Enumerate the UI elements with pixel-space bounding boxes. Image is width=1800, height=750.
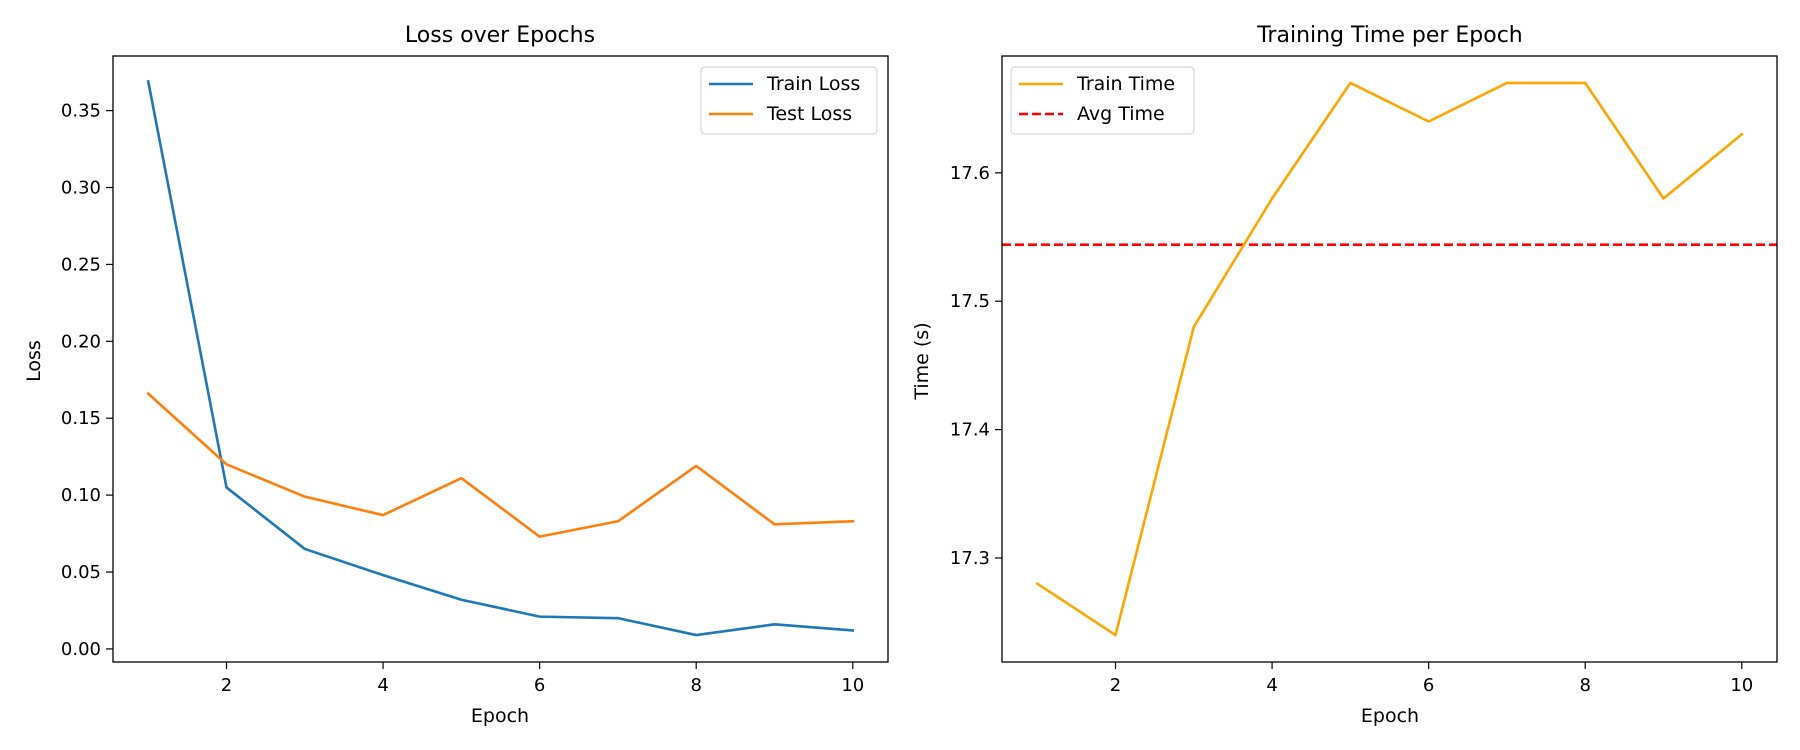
time-chart-frame	[1001, 55, 1778, 663]
loss-x-tick-label: 4	[377, 675, 388, 696]
time-y-tick-label: 17.3	[950, 548, 990, 569]
loss-x-tick-label: 10	[841, 675, 864, 696]
time-y-tick-label: 17.6	[950, 163, 990, 184]
loss-y-tick-label: 0.30	[61, 178, 101, 199]
time-chart: Training Time per Epoch Epoch Time (s) 2…	[911, 23, 1778, 727]
loss-plot-area	[146, 79, 855, 637]
loss-y-tick-label: 0.05	[61, 562, 101, 583]
time-x-tick-label: 2	[1110, 675, 1121, 696]
legend-label-avg-time: Avg Time	[1077, 103, 1165, 125]
time-chart-xlabel: Epoch	[1361, 705, 1419, 727]
loss-chart: Loss over Epochs Epoch Loss 2 4 6 8 10 0.00 0.…	[23, 23, 889, 727]
time-x-tick-label: 4	[1266, 675, 1277, 696]
loss-y-tick-label: 0.25	[61, 254, 101, 275]
loss-chart-xlabel: Epoch	[471, 705, 529, 727]
loss-y-tick-label: 0.00	[61, 639, 101, 660]
loss-y-tick-label: 0.10	[61, 485, 101, 506]
time-chart-ylabel: Time (s)	[911, 322, 933, 400]
loss-chart-frame	[112, 55, 889, 663]
loss-chart-legend: Train Loss Test Loss	[700, 66, 878, 135]
loss-chart-ylabel: Loss	[23, 340, 45, 382]
time-chart-legend: Train Time Avg Time	[1010, 66, 1195, 135]
time-y-tick-label: 17.5	[950, 291, 990, 312]
loss-x-tick-label: 2	[221, 675, 232, 696]
series-line-train-time	[1035, 81, 1744, 637]
time-chart-marks: 2 4 6 8 10 17.3 17.4 17.5 17.6	[950, 81, 1777, 696]
loss-y-tick-label: 0.35	[61, 101, 101, 122]
legend-label-train-loss: Train Loss	[766, 73, 860, 95]
loss-chart-title: Loss over Epochs	[405, 23, 595, 48]
series-line-test-loss	[146, 391, 855, 538]
loss-y-tick-label: 0.15	[61, 408, 101, 429]
time-x-tick-label: 8	[1579, 675, 1590, 696]
time-plot-area	[1002, 81, 1777, 637]
time-y-tick-label: 17.4	[950, 420, 990, 441]
loss-x-tick-label: 8	[690, 675, 701, 696]
loss-chart-marks: 2 4 6 8 10 0.00 0.05 0.10 0.15 0.20 0.25 0.30 0.35	[61, 79, 864, 696]
series-line-train-loss	[146, 79, 855, 637]
time-x-tick-label: 10	[1730, 675, 1753, 696]
legend-label-train-time: Train Time	[1076, 73, 1175, 95]
legend-label-test-loss: Test Loss	[766, 103, 852, 125]
loss-y-tick-label: 0.20	[61, 331, 101, 352]
loss-x-tick-label: 6	[534, 675, 545, 696]
time-chart-title: Training Time per Epoch	[1256, 23, 1523, 48]
time-x-tick-label: 6	[1423, 675, 1434, 696]
